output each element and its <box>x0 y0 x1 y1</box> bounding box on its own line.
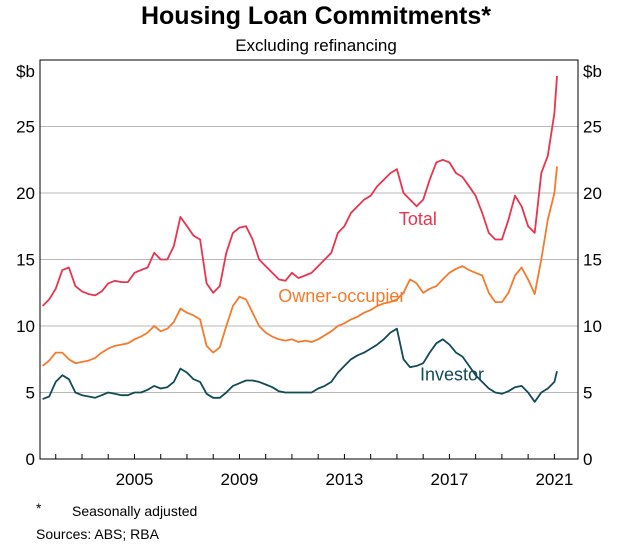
y-tick-label-right: 20 <box>583 184 602 203</box>
footnote-text: Seasonally adjusted <box>72 503 198 519</box>
axis-ticks: 0 0 5 5 10 10 15 15 20 20 25 25 2005 2009 2013 2017 2021 <box>16 118 602 490</box>
series-label-investor: Investor <box>420 365 484 385</box>
x-tick-label: 2013 <box>326 470 364 489</box>
y-tick-label-right: 15 <box>583 251 602 270</box>
y-tick-label-left: 0 <box>26 450 35 469</box>
y-tick-label-left: 15 <box>16 251 35 270</box>
y-tick-label-right: 0 <box>583 450 592 469</box>
y-tick-label-left: 10 <box>16 317 35 336</box>
y-tick-label-right: 25 <box>583 118 602 137</box>
series-line-investor <box>42 327 558 403</box>
footnote-marker: * <box>36 500 42 516</box>
gridlines <box>40 126 578 393</box>
series-label-owner-occupier: Owner-occupier <box>278 286 405 306</box>
series-line-total <box>41 75 558 307</box>
y-axis-label-left: $b <box>16 62 35 81</box>
x-tick-label: 2005 <box>116 470 154 489</box>
x-tick-label: 2009 <box>221 470 259 489</box>
x-tick-label: 2017 <box>430 470 468 489</box>
plot-frame <box>39 59 579 460</box>
series-label-total: Total <box>399 209 437 229</box>
series-layer <box>41 75 558 403</box>
y-tick-label-right: 5 <box>583 384 592 403</box>
y-tick-label-left: 5 <box>26 384 35 403</box>
y-axis-label-right: $b <box>583 62 602 81</box>
chart-subtitle: Excluding refinancing <box>235 36 397 55</box>
y-tick-label-left: 25 <box>16 118 35 137</box>
y-tick-label-left: 20 <box>16 184 35 203</box>
sources-note: Sources: ABS; RBA <box>36 526 159 542</box>
series-labels: Total Owner-occupier Investor <box>278 209 484 385</box>
x-tick-label: 2021 <box>535 470 573 489</box>
chart-title: Housing Loan Commitments* <box>140 2 491 30</box>
series-line-owner-occupier <box>42 166 558 367</box>
y-tick-label-right: 10 <box>583 317 602 336</box>
